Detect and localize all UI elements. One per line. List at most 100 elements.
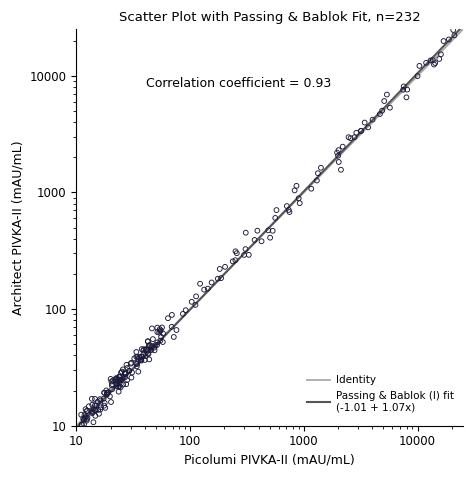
Point xyxy=(381,97,388,105)
Point xyxy=(92,402,100,409)
Point xyxy=(103,390,111,397)
Point xyxy=(107,375,114,383)
Point xyxy=(196,280,204,288)
Point xyxy=(182,306,190,314)
Point xyxy=(133,362,141,370)
Point xyxy=(118,368,126,375)
Point xyxy=(123,361,130,369)
Point xyxy=(313,177,320,185)
Point xyxy=(137,356,145,364)
Point xyxy=(440,37,447,45)
Point xyxy=(140,346,148,353)
Point xyxy=(296,199,303,207)
Point xyxy=(157,326,164,334)
Point xyxy=(107,398,115,406)
Point xyxy=(135,368,142,375)
Point xyxy=(116,379,124,387)
Point xyxy=(117,383,125,391)
Point xyxy=(109,377,117,384)
Point xyxy=(148,325,156,332)
Point xyxy=(89,410,96,417)
Point xyxy=(164,315,172,322)
Point xyxy=(147,346,155,354)
Y-axis label: Architect PIVKA-II (mAU/mL): Architect PIVKA-II (mAU/mL) xyxy=(11,140,24,315)
Point xyxy=(109,380,116,388)
Point xyxy=(114,376,122,384)
Point xyxy=(89,408,96,416)
Point xyxy=(113,382,120,390)
Point xyxy=(214,275,222,282)
Point xyxy=(400,86,407,94)
Point xyxy=(159,330,167,337)
Point xyxy=(245,251,253,259)
Point xyxy=(201,286,208,293)
Point xyxy=(430,61,438,68)
Point xyxy=(119,366,127,373)
Point xyxy=(386,104,394,111)
Point xyxy=(82,407,90,415)
Point xyxy=(376,110,383,118)
Point xyxy=(133,353,140,360)
Point xyxy=(134,355,142,363)
Point xyxy=(449,26,457,34)
Point xyxy=(90,406,98,413)
Point xyxy=(151,347,158,354)
Point xyxy=(121,370,128,378)
Point xyxy=(81,411,88,419)
Point xyxy=(101,399,109,407)
Point xyxy=(100,402,108,410)
Point xyxy=(142,352,149,360)
Point xyxy=(147,346,155,354)
Point xyxy=(156,326,164,333)
Point xyxy=(154,328,161,336)
Point xyxy=(154,324,161,331)
Point xyxy=(104,389,111,397)
Point xyxy=(112,376,119,384)
X-axis label: Picolumi PIVKA-II (mAU/mL): Picolumi PIVKA-II (mAU/mL) xyxy=(184,454,355,467)
Point xyxy=(108,381,116,389)
Point xyxy=(148,343,155,351)
Point xyxy=(97,403,105,411)
Point xyxy=(134,353,141,361)
Point xyxy=(285,206,292,214)
Point xyxy=(422,59,430,67)
Point xyxy=(357,127,365,135)
Point xyxy=(113,380,121,388)
Point xyxy=(361,119,368,126)
Point xyxy=(347,134,355,142)
Point xyxy=(122,380,130,388)
Point xyxy=(115,373,123,380)
Point xyxy=(100,389,108,397)
Point xyxy=(317,164,325,172)
Point xyxy=(173,326,180,334)
Point xyxy=(273,206,280,214)
Point xyxy=(114,383,122,391)
Point xyxy=(229,258,237,265)
Point xyxy=(291,186,299,194)
Point xyxy=(151,344,158,351)
Point xyxy=(84,414,91,422)
Point xyxy=(141,356,149,364)
Point xyxy=(403,86,411,93)
Point xyxy=(192,293,200,300)
Point xyxy=(208,279,215,286)
Point xyxy=(149,335,157,343)
Point xyxy=(85,402,92,410)
Point xyxy=(100,389,108,397)
Point xyxy=(112,378,119,385)
Point xyxy=(351,133,358,141)
Point xyxy=(427,56,434,64)
Point xyxy=(139,347,147,354)
Point xyxy=(121,370,129,378)
Point xyxy=(95,410,103,418)
Point xyxy=(102,387,110,394)
Point xyxy=(121,369,129,376)
Point xyxy=(88,395,96,402)
Point xyxy=(146,341,154,349)
Point xyxy=(145,346,152,354)
Point xyxy=(232,256,239,264)
Point xyxy=(127,360,135,368)
Point xyxy=(292,182,300,190)
Point xyxy=(414,72,421,80)
Point xyxy=(80,416,88,424)
